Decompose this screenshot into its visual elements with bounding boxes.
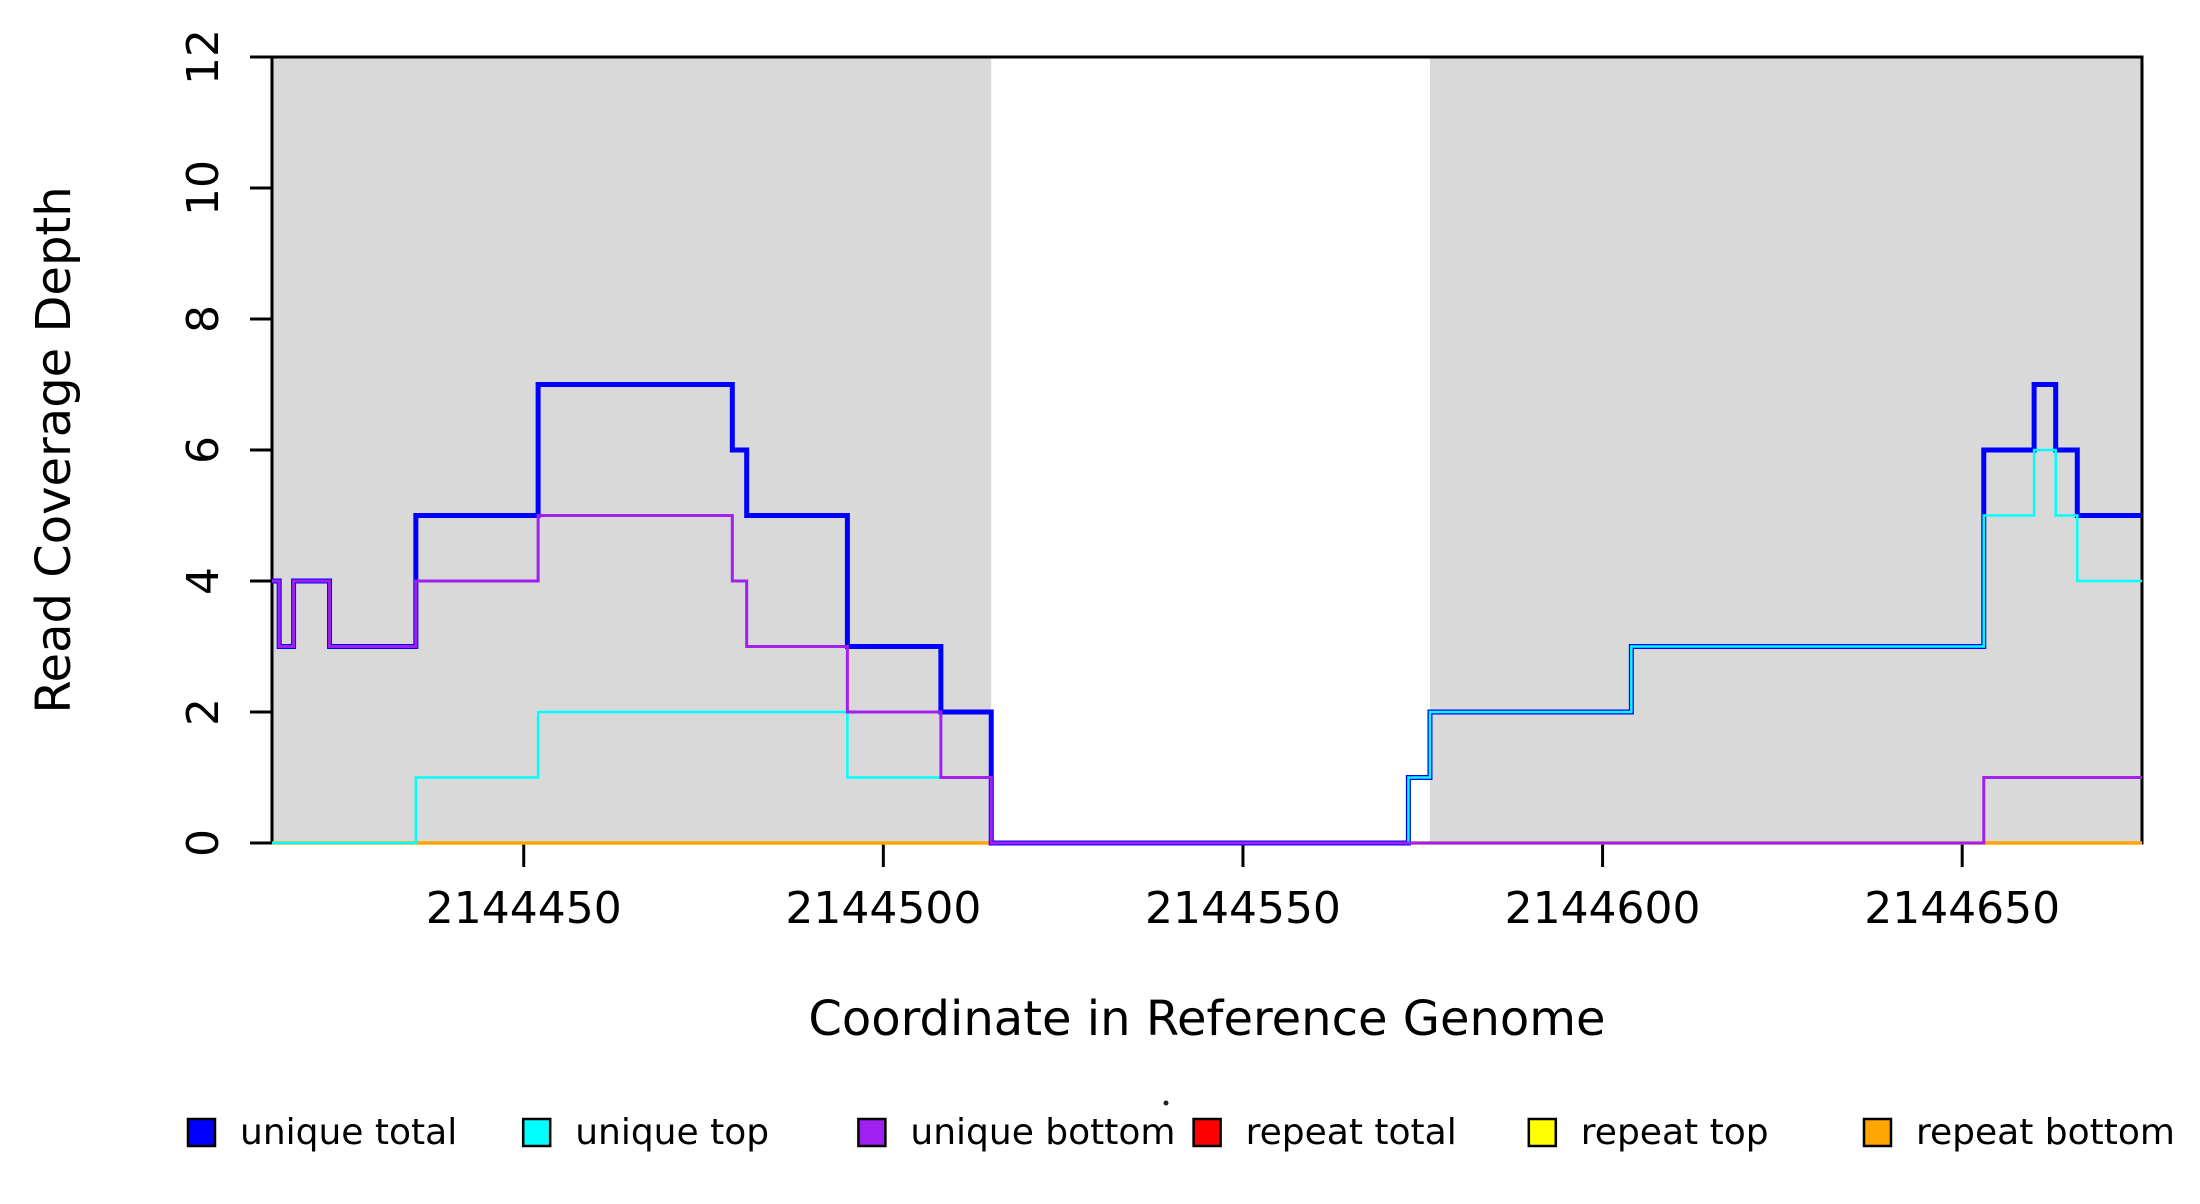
legend-swatch-repeat-top (1527, 1117, 1558, 1148)
legend: unique total unique top unique bottom repea… (186, 1100, 2175, 1153)
legend-item-unique-bottom: unique bottom (857, 1112, 1176, 1153)
legend-label: repeat total (1246, 1112, 1457, 1153)
legend-label: repeat top (1581, 1112, 1769, 1153)
x-tick-label: 2144650 (1864, 883, 2060, 934)
legend-label: repeat bottom (1916, 1112, 2175, 1153)
y-tick-label: 6 (178, 436, 229, 464)
shaded-region-1 (272, 57, 992, 843)
legend-label: unique top (575, 1112, 769, 1153)
legend-item-unique-top: unique top (521, 1112, 769, 1153)
y-axis: 0 2 4 6 8 10 12 (178, 29, 272, 857)
legend-swatch-repeat-bottom (1862, 1117, 1893, 1148)
x-tick-label: 2144550 (1145, 883, 1341, 934)
series-line-unique-top (272, 448, 2142, 845)
legend-swatch-unique-total (186, 1117, 217, 1148)
legend-item-repeat-bottom: repeat bottom (1862, 1112, 2175, 1153)
x-tick-label: 2144450 (426, 883, 622, 934)
legend-item-repeat-total: repeat total (1192, 1112, 1457, 1153)
y-tick-label: 2 (178, 698, 229, 726)
legend-item-repeat-top: repeat top (1527, 1112, 1769, 1153)
legend-label: unique total (240, 1112, 457, 1153)
x-tick-label: 2144600 (1505, 883, 1701, 934)
stray-dot (1163, 1100, 1169, 1106)
y-tick-label: 8 (178, 305, 229, 333)
x-axis: 2144450 2144500 2144550 2144600 2144650 (426, 843, 2060, 934)
legend-item-unique-total: unique total (186, 1112, 457, 1153)
coverage-step-lines (272, 382, 2142, 846)
legend-label: unique bottom (910, 1112, 1175, 1153)
y-tick-label: 12 (178, 29, 229, 85)
shaded-unique-regions (272, 57, 2142, 843)
x-axis-title: Coordinate in Reference Genome (808, 991, 1605, 1047)
y-tick-label: 4 (178, 567, 229, 595)
x-tick-label: 2144500 (785, 883, 981, 934)
y-tick-label: 10 (178, 160, 229, 216)
y-axis-title: Read Coverage Depth (26, 186, 82, 713)
legend-swatch-unique-top (521, 1117, 552, 1148)
series-line-unique-bottom (272, 514, 2142, 845)
legend-swatch-unique-bottom (857, 1117, 887, 1148)
legend-swatch-repeat-total (1192, 1117, 1222, 1148)
y-tick-label: 0 (178, 829, 229, 857)
